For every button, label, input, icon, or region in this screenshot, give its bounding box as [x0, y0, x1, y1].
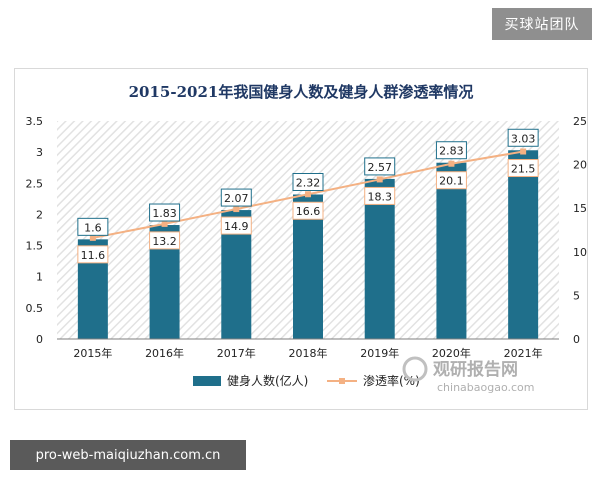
- y-right-tick-2: 10: [573, 246, 587, 259]
- y-left-tick-2: 1: [36, 271, 43, 284]
- x-tick-5: 2019年: [360, 346, 399, 360]
- x-tick-3: 2017年: [217, 346, 256, 360]
- line-label-box-1: [77, 245, 109, 264]
- x-tick-7: 2021年: [504, 346, 543, 360]
- line-label-box-3: [220, 216, 252, 235]
- y-right-tick-4: 20: [573, 159, 587, 172]
- labels-layer: 1.6 1.83 2.07 2.32 2.57 2.83 3.03 11.6 13.2 14.9 1…: [77, 128, 539, 264]
- line-label-box-5: [364, 186, 396, 205]
- line-label-box-7: [507, 159, 539, 178]
- y-left-tick-7: 3.5: [26, 115, 44, 128]
- watermark-top: 买球站团队: [492, 8, 592, 40]
- line-value-label-5: 18.3: [367, 190, 392, 203]
- brand-name: 观研报告网: [432, 359, 518, 380]
- y-left-tick-1: 0.5: [26, 302, 44, 315]
- line-point-2: [161, 220, 168, 227]
- line-point-7: [520, 148, 527, 155]
- line-label-box-2: [149, 231, 181, 250]
- line-point-3: [233, 206, 240, 213]
- line-value-label-4: 16.6: [296, 205, 321, 218]
- x-tick-2: 2016年: [145, 346, 184, 360]
- chart-title: 2015-2021年我国健身人数及健身人群渗透率情况: [129, 83, 474, 101]
- x-tick-1: 2015年: [73, 346, 112, 360]
- y-right-tick-1: 5: [573, 289, 580, 302]
- y-left-tick-4: 2: [36, 208, 43, 221]
- bar-5: [364, 178, 395, 339]
- line-point-5: [376, 176, 383, 183]
- x-tick-4: 2018年: [289, 346, 328, 360]
- line-label-box-4: [292, 201, 324, 220]
- y-left-tick-3: 1.5: [26, 240, 44, 253]
- bar-6: [436, 162, 467, 339]
- line-value-label-1: 11.6: [81, 249, 106, 262]
- line-point-4: [305, 191, 311, 198]
- y-left-tick-5: 2.5: [26, 177, 44, 190]
- bar-value-label-2: 1.83: [152, 207, 177, 220]
- line-point-1: [89, 234, 96, 241]
- bar-label-box-5: [364, 157, 396, 176]
- bar-label-box-6: [435, 141, 467, 160]
- y-right-tick-0: 0: [573, 333, 580, 346]
- y-left-tick-6: 3: [36, 146, 43, 159]
- bar-value-label-6: 2.83: [439, 145, 464, 158]
- y-right-tick-5: 25: [573, 115, 587, 128]
- bar-label-box-1: [77, 217, 109, 236]
- brand-logo-icon: [402, 356, 428, 382]
- bar-7: [508, 150, 539, 339]
- bar-label-box-2: [149, 203, 181, 222]
- line-value-label-7: 21.5: [511, 163, 536, 176]
- line-point-6: [448, 160, 455, 167]
- axis-layer: 0 0.5 1 1.5 2 2.5 3 3.5 0 5 10 15 20 25 2015年 2016年 2017…: [26, 115, 588, 360]
- y-left-tick-0: 0: [36, 333, 43, 346]
- line-value-label-2: 13.2: [152, 235, 177, 248]
- line-value-label-3: 14.9: [224, 220, 249, 233]
- line-label-box-6: [435, 171, 467, 190]
- bar-value-label-4: 2.32: [296, 176, 321, 189]
- line-value-label-6: 20.1: [439, 175, 464, 188]
- legend-bar-label: 健身人数(亿人): [227, 373, 308, 388]
- bar-value-label-7: 3.03: [511, 132, 536, 145]
- legend-line-marker: [339, 378, 345, 384]
- legend: 健身人数(亿人) 渗透率(%): [193, 373, 420, 388]
- y-right-tick-3: 15: [573, 202, 587, 215]
- chart: 2015-2021年我国健身人数及健身人群渗透率情况 1.6 1.83 2.07 2.…: [26, 83, 588, 394]
- line-layer: [89, 148, 527, 241]
- bar-label-box-3: [220, 188, 252, 207]
- brand-watermark: 观研报告网 chinabaogao.com: [402, 356, 535, 394]
- bar-value-label-3: 2.07: [224, 192, 249, 205]
- x-tick-6: 2020年: [432, 346, 471, 360]
- bar-label-box-4: [292, 172, 324, 191]
- legend-bar-swatch: [193, 376, 221, 386]
- chart-frame: 2015-2021年我国健身人数及健身人群渗透率情况 1.6 1.83 2.07 2.…: [14, 68, 588, 410]
- bar-label-box-7: [507, 128, 539, 147]
- brand-site: chinabaogao.com: [437, 381, 535, 394]
- bar-value-label-1: 1.6: [84, 221, 102, 234]
- watermark-bottom: pro-web-maiqiuzhan.com.cn: [10, 440, 246, 470]
- bar-value-label-5: 2.57: [367, 161, 392, 174]
